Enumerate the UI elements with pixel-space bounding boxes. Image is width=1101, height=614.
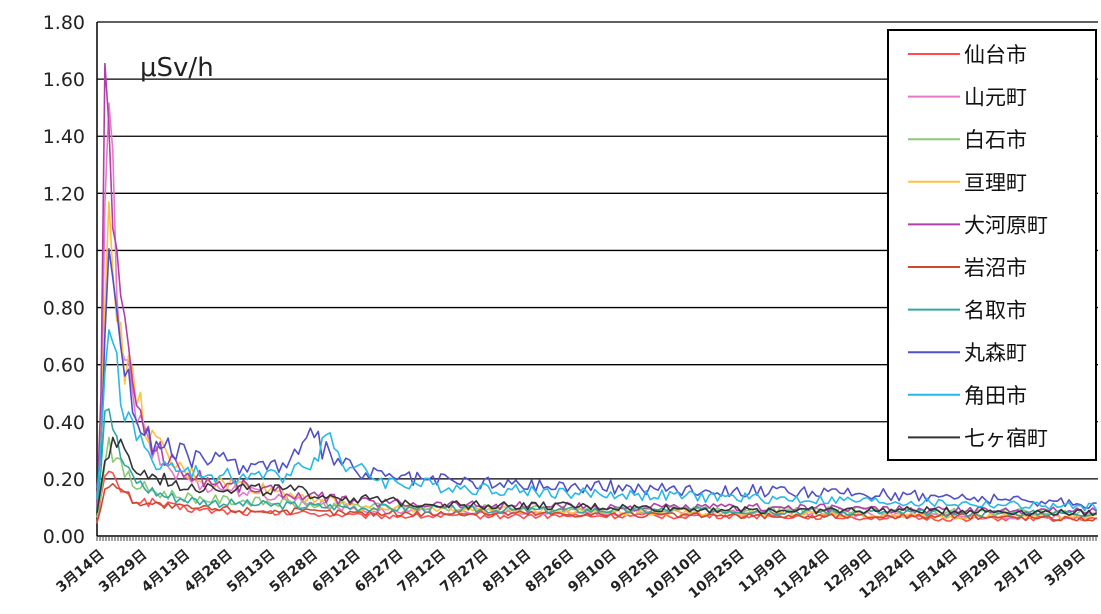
- y-tick-label: 1.20: [43, 183, 85, 205]
- legend-box: [887, 29, 1097, 461]
- legend-label: 亘理町: [964, 171, 1027, 195]
- y-tick-label: 0.00: [43, 526, 85, 548]
- series-line: [96, 436, 1098, 517]
- y-tick-label: 0.20: [43, 469, 85, 491]
- legend-label: 白石市: [964, 128, 1027, 152]
- legend-label: 丸森町: [964, 341, 1027, 365]
- gridlines: [97, 21, 1098, 480]
- legend-label: 岩沼市: [964, 256, 1027, 280]
- y-tick-label: 0.80: [43, 298, 85, 320]
- x-minor-ticks: [96, 536, 1097, 541]
- y-tick-label: 0.60: [43, 355, 85, 377]
- y-tick-label: 1.00: [43, 240, 85, 262]
- x-tick-label: 2月17日: [992, 547, 1046, 596]
- legend-label: 山元町: [964, 86, 1027, 110]
- y-tick-label: 1.80: [43, 12, 85, 34]
- series-line: [96, 329, 1098, 512]
- y-tick-label: 0.40: [43, 412, 85, 434]
- series-line: [96, 248, 1097, 509]
- x-axis: 3月14日3月29日4月13日4月28日5月13日5月28日6月12日6月27日…: [53, 535, 1098, 602]
- legend-label: 角田市: [964, 384, 1027, 408]
- legend-label: 名取市: [964, 299, 1027, 323]
- legend-label: 七ヶ宿町: [964, 426, 1048, 450]
- y-axis: 0.00 0.20 0.40 0.60 0.80 1.00 1.20 1.40 1.60 1.80: [43, 12, 98, 548]
- x-tick-label: 3月9日: [1042, 547, 1089, 590]
- series-line: [96, 482, 1098, 524]
- legend-label: 大河原町: [964, 213, 1048, 237]
- y-tick-label: 1.60: [43, 69, 85, 91]
- series-lines: [96, 62, 1098, 524]
- series-line: [96, 470, 1097, 524]
- legend-label: 仙台市: [964, 43, 1027, 67]
- series-line: [96, 408, 1097, 518]
- unit-label: μSv/h: [140, 53, 214, 83]
- y-tick-label: 1.40: [43, 126, 85, 148]
